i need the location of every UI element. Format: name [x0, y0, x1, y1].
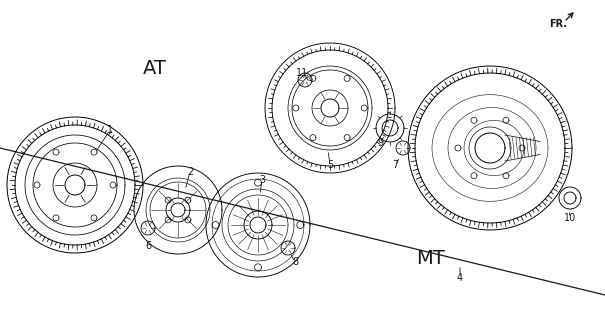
Text: 10: 10: [564, 213, 576, 223]
Text: FR.: FR.: [549, 19, 567, 29]
Text: 5: 5: [327, 160, 333, 170]
Text: AT: AT: [143, 59, 167, 77]
Text: 1: 1: [107, 125, 113, 135]
Text: 3: 3: [259, 175, 265, 185]
Text: 11: 11: [296, 68, 308, 78]
Text: 8: 8: [292, 257, 298, 267]
Text: MT: MT: [416, 249, 445, 268]
Text: 4: 4: [457, 273, 463, 283]
Text: 2: 2: [187, 167, 193, 177]
Text: 7: 7: [392, 160, 398, 170]
Text: 9: 9: [377, 138, 383, 148]
Text: 6: 6: [145, 241, 151, 251]
